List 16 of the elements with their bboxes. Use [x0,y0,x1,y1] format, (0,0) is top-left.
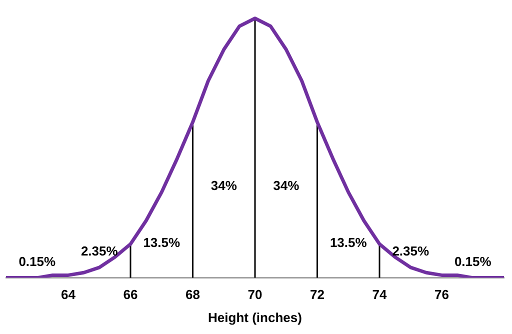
annotation: 0.15% [454,254,492,269]
annotation: 0.15% [18,254,56,269]
x-tick-label: 74 [372,287,388,302]
x-tick-label: 68 [186,287,200,302]
x-tick-label: 72 [310,287,324,302]
annotation: 2.35% [80,243,118,258]
x-tick-label: 66 [123,287,138,302]
annotation: 34% [273,178,300,194]
x-axis-title: Height (inches) [208,310,302,325]
annotation: 13.5% [330,235,368,250]
x-tick-label: 64 [61,287,76,302]
annotation: 2.35% [392,243,430,258]
annotation: 34% [210,178,238,194]
x-tick-label: 76 [434,287,449,302]
x-tick-label: 70 [248,287,262,302]
annotation: 13.5% [143,235,180,250]
